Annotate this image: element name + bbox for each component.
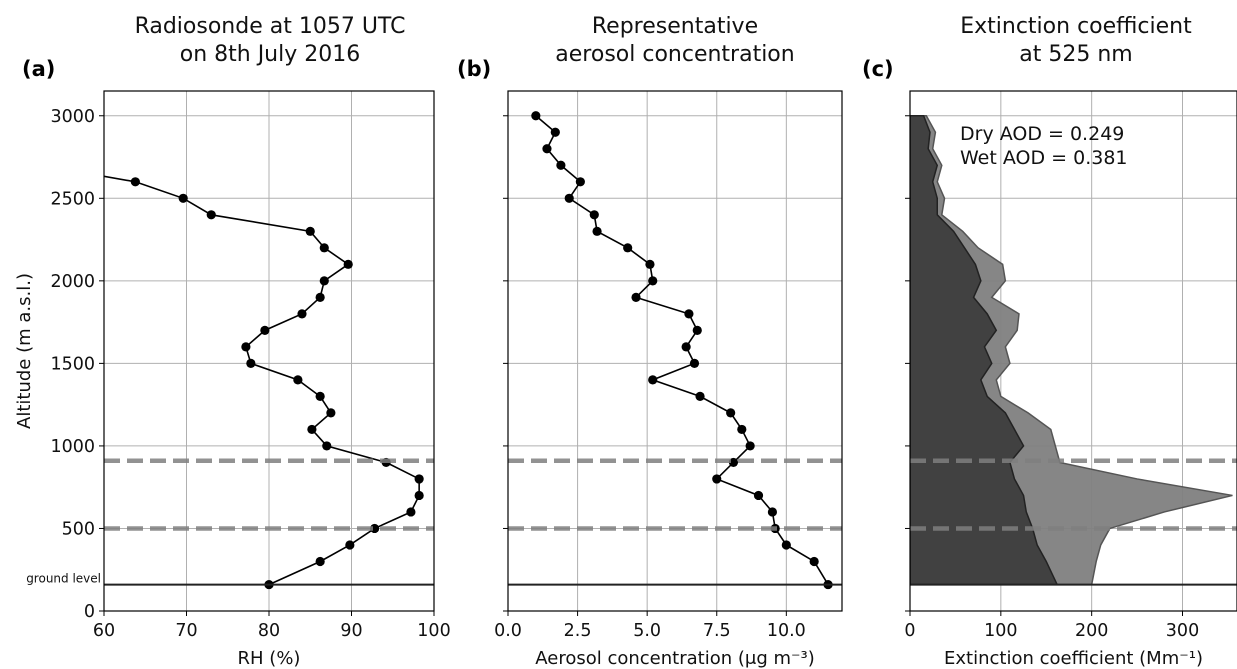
data-point bbox=[564, 193, 574, 203]
data-point bbox=[178, 193, 188, 203]
x-tick-label: 7.5 bbox=[703, 621, 731, 641]
x-tick-label: 200 bbox=[1075, 621, 1108, 641]
data-point bbox=[531, 111, 541, 121]
data-point bbox=[689, 358, 700, 368]
x-tick-label: 5.0 bbox=[633, 621, 661, 641]
y-tick-label: 3000 bbox=[50, 107, 95, 127]
panel-title-line: Radiosonde at 1057 UTC bbox=[135, 14, 406, 39]
data-point bbox=[414, 490, 424, 501]
x-tick-label: 70 bbox=[175, 621, 197, 641]
data-point bbox=[297, 309, 307, 319]
axes-frame-b bbox=[507, 90, 843, 612]
plot-area-c bbox=[910, 115, 1233, 586]
aod-annotation: Dry AOD = 0.249 bbox=[960, 123, 1124, 145]
y-tick-label: 2500 bbox=[50, 189, 95, 209]
data-point bbox=[370, 523, 380, 534]
data-point bbox=[319, 276, 329, 286]
data-point bbox=[130, 177, 140, 187]
data-point bbox=[712, 474, 722, 484]
data-point bbox=[345, 540, 355, 550]
x-axis-label: Extinction coefficient (Mm⁻¹) bbox=[944, 648, 1203, 669]
panel-label: (c) bbox=[862, 57, 894, 81]
data-point bbox=[414, 474, 424, 484]
data-point bbox=[809, 556, 819, 567]
data-point bbox=[575, 177, 585, 187]
x-axis-label: Aerosol concentration (μg m⁻³) bbox=[535, 648, 814, 669]
data-point bbox=[305, 226, 315, 236]
data-point bbox=[556, 160, 566, 170]
data-point bbox=[589, 210, 599, 220]
panel-title-line: Representative bbox=[592, 14, 758, 39]
x-axis-label: RH (%) bbox=[238, 648, 301, 669]
x-tick-label: 90 bbox=[340, 621, 362, 641]
data-point bbox=[695, 391, 705, 401]
data-point bbox=[631, 292, 641, 302]
data-point bbox=[241, 342, 251, 352]
panel-a: 60 70 80 90 100050010001500200025003000Radio… bbox=[14, 14, 451, 669]
panel-b: 0.0 2.5 5.0 7.5 10.0 Representative aerosol co… bbox=[457, 14, 843, 669]
x-tick-label: 0 bbox=[904, 621, 915, 641]
data-point bbox=[343, 259, 353, 269]
area-series-1 bbox=[910, 115, 1059, 586]
data-point bbox=[692, 325, 702, 335]
panel-label: (a) bbox=[22, 57, 55, 81]
x-tick-label: 2.5 bbox=[564, 621, 592, 641]
y-axis-label: Altitude (m a.s.l.) bbox=[14, 273, 35, 429]
data-point bbox=[726, 408, 736, 418]
data-point bbox=[206, 210, 216, 220]
panel-c: 0 100 200 300 Extinction coefficient at 525 n… bbox=[862, 14, 1237, 669]
data-point bbox=[319, 243, 329, 253]
x-tick-label: 80 bbox=[258, 621, 280, 641]
y-tick-label: 0 bbox=[84, 602, 95, 622]
panel-label: (b) bbox=[457, 57, 491, 81]
y-tick-label: 1500 bbox=[50, 354, 95, 374]
x-tick-label: 100 bbox=[984, 621, 1017, 641]
panel-title-line: on 8th July 2016 bbox=[180, 42, 361, 67]
aod-annotation: Wet AOD = 0.381 bbox=[960, 147, 1128, 169]
panel-title-line: Extinction coefficient bbox=[960, 14, 1192, 39]
data-point bbox=[728, 457, 739, 468]
data-point bbox=[645, 259, 655, 269]
x-tick-label: 10.0 bbox=[767, 621, 806, 641]
data-point bbox=[767, 507, 778, 517]
data-point bbox=[542, 144, 552, 154]
y-tick-label: 500 bbox=[62, 519, 95, 539]
data-point bbox=[745, 441, 755, 451]
data-point bbox=[681, 342, 691, 352]
data-point bbox=[315, 556, 325, 567]
data-point bbox=[315, 292, 325, 302]
data-point bbox=[406, 507, 416, 517]
plot-area-a bbox=[104, 175, 424, 590]
x-tick-label: 60 bbox=[93, 621, 115, 641]
y-tick-label: 1000 bbox=[50, 437, 95, 457]
data-point bbox=[753, 490, 764, 501]
data-point bbox=[260, 325, 270, 335]
data-point bbox=[648, 375, 658, 385]
axes-frame-c bbox=[909, 90, 1237, 612]
data-point bbox=[307, 424, 317, 435]
data-point bbox=[315, 391, 325, 401]
plot-area-b bbox=[531, 111, 833, 590]
data-point bbox=[781, 540, 791, 550]
data-point bbox=[322, 441, 332, 451]
x-tick-label: 100 bbox=[417, 621, 450, 641]
data-point bbox=[648, 276, 658, 286]
x-tick-label: 300 bbox=[1166, 621, 1199, 641]
data-point bbox=[623, 243, 633, 253]
data-point bbox=[592, 226, 602, 236]
data-point bbox=[293, 375, 303, 385]
data-point bbox=[550, 127, 560, 137]
panel-title-line: aerosol concentration bbox=[555, 42, 794, 67]
ground-level-label: ground level bbox=[26, 572, 101, 586]
data-point bbox=[246, 358, 256, 368]
x-tick-label: 0.0 bbox=[494, 621, 522, 641]
panel-title-line: at 525 nm bbox=[1019, 42, 1132, 67]
y-tick-label: 2000 bbox=[50, 272, 95, 292]
data-point bbox=[684, 309, 694, 319]
data-point bbox=[737, 424, 747, 435]
data-point bbox=[326, 408, 336, 418]
